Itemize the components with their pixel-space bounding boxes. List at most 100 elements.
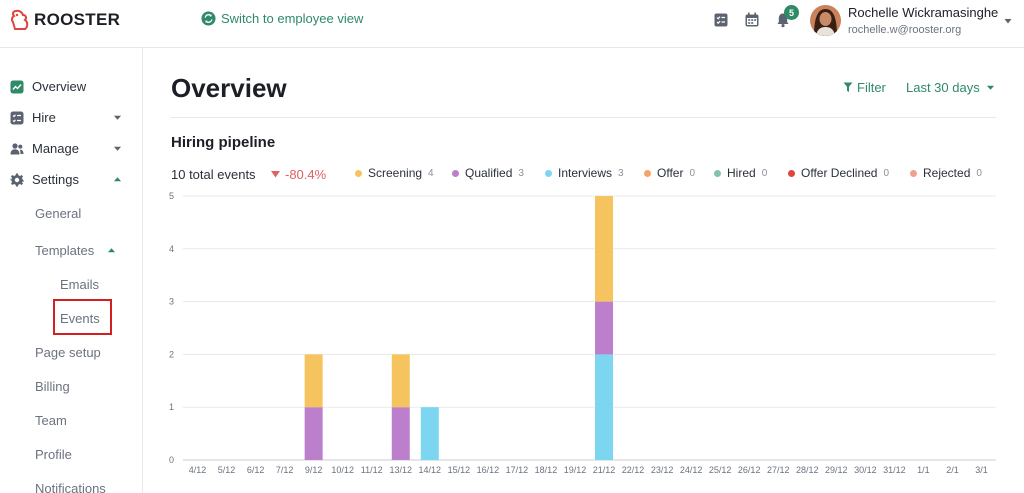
- legend-item-interviews[interactable]: Interviews 3: [545, 166, 624, 180]
- x-tick-label: 1/1: [917, 465, 930, 475]
- x-tick-label: 29/12: [825, 465, 848, 475]
- sidebar-item-billing[interactable]: Billing: [35, 379, 70, 394]
- legend-count: 0: [976, 167, 982, 179]
- hiring-pipeline-title: Hiring pipeline: [171, 134, 276, 151]
- legend-label: Interviews: [558, 166, 613, 180]
- legend-count: 0: [883, 167, 890, 179]
- chevron-up-icon: [113, 177, 122, 182]
- rooster-logo-icon: [10, 9, 29, 30]
- x-tick-label: 23/12: [651, 465, 674, 475]
- legend-item-hired[interactable]: Hired 0: [714, 166, 767, 180]
- sidebar-item-templates[interactable]: Templates: [35, 243, 95, 258]
- legend-dot: [910, 169, 917, 177]
- bar-screening: [391, 354, 410, 408]
- avatar[interactable]: [810, 5, 841, 36]
- legend-item-screening[interactable]: Screening 4: [355, 166, 434, 180]
- sidebar-item-team[interactable]: Team: [35, 413, 67, 428]
- x-tick-label: 22/12: [622, 465, 645, 475]
- bar-interviews: [420, 407, 439, 460]
- legend-count: 3: [518, 167, 524, 179]
- x-tick-label: 5/12: [218, 465, 236, 475]
- x-tick-label: 27/12: [767, 465, 790, 475]
- user-email: rochelle.w@rooster.org: [848, 24, 962, 36]
- total-events: 10 total events: [171, 167, 256, 182]
- date-range-dropdown[interactable]: Last 30 days: [906, 80, 995, 95]
- chevron-down-icon[interactable]: [1003, 16, 1013, 26]
- x-tick-label: 19/12: [564, 465, 587, 475]
- y-tick-label: 0: [169, 455, 174, 465]
- sidebar-item-manage[interactable]: Manage: [10, 141, 122, 156]
- y-tick-label: 5: [169, 191, 174, 201]
- legend-item-offer-declined[interactable]: Offer Declined 0: [788, 166, 889, 180]
- calendar-icon[interactable]: [744, 12, 760, 28]
- legend-dot: [452, 169, 459, 177]
- x-tick-label: 16/12: [477, 465, 500, 475]
- hire-icon: [10, 111, 24, 124]
- change-indicator: -80.4%: [271, 167, 326, 182]
- gear-icon: [10, 173, 24, 186]
- filter-button[interactable]: Filter: [843, 80, 886, 95]
- legend-count: 3: [618, 167, 624, 179]
- legend-label: Screening: [368, 166, 423, 180]
- sidebar-item-label: Hire: [32, 110, 56, 125]
- sidebar-item-settings[interactable]: Settings: [10, 172, 122, 187]
- x-tick-label: 21/12: [593, 465, 616, 475]
- legend-label: Offer Declined: [801, 166, 878, 180]
- y-tick-label: 1: [169, 402, 174, 412]
- legend-item-qualified[interactable]: Qualified 3: [452, 166, 524, 180]
- chevron-down-icon: [986, 85, 994, 90]
- sidebar-item-emails[interactable]: Emails: [60, 277, 100, 292]
- legend-count: 0: [689, 167, 696, 179]
- x-tick-label: 30/12: [854, 465, 877, 475]
- x-tick-label: 31/12: [883, 465, 906, 475]
- legend-dot: [545, 169, 552, 177]
- legend-dot: [355, 169, 362, 177]
- legend-count: 4: [428, 167, 434, 179]
- sidebar-item-profile[interactable]: Profile: [35, 447, 72, 462]
- sidebar-item-overview[interactable]: Overview: [10, 79, 122, 94]
- y-tick-label: 2: [169, 349, 174, 359]
- avatar-image-icon: [810, 5, 841, 36]
- brand[interactable]: ROOSTER: [10, 9, 120, 31]
- sidebar-item-events[interactable]: Events: [60, 311, 100, 326]
- x-tick-label: 6/12: [247, 465, 265, 475]
- sidebar-item-general[interactable]: General: [35, 206, 82, 221]
- sidebar-item-page-setup[interactable]: Page setup: [35, 345, 101, 360]
- top-bar: ROOSTER Switch to employee view 5 Roc: [0, 0, 1024, 48]
- x-tick-label: 18/12: [535, 465, 558, 475]
- chevron-up-icon[interactable]: [107, 246, 116, 255]
- switch-view-label: Switch to employee view: [221, 11, 364, 26]
- sidebar-item-notifications[interactable]: Notifications: [35, 481, 106, 493]
- x-tick-label: 11/12: [361, 465, 383, 475]
- sidebar-item-hire[interactable]: Hire: [10, 110, 122, 125]
- bar-qualified: [391, 407, 410, 460]
- x-tick-label: 4/12: [189, 465, 207, 475]
- page-title: Overview: [171, 73, 287, 103]
- legend-dot: [714, 169, 721, 177]
- legend-item-offer[interactable]: Offer 0: [644, 166, 695, 180]
- legend-count: 0: [761, 167, 768, 179]
- bar-screening: [304, 354, 323, 408]
- x-tick-label: 3/1: [975, 465, 988, 475]
- legend-item-rejected[interactable]: Rejected 0: [910, 166, 982, 180]
- x-tick-label: 13/12: [390, 465, 413, 475]
- x-tick-label: 14/12: [419, 465, 442, 475]
- bar-qualified: [304, 407, 323, 460]
- brand-name: ROOSTER: [34, 10, 121, 29]
- x-tick-label: 26/12: [738, 465, 761, 475]
- legend-label: Qualified: [465, 166, 513, 180]
- bar-interviews: [595, 354, 614, 460]
- divider: [171, 117, 996, 118]
- bar-qualified: [595, 301, 614, 355]
- legend-label: Hired: [727, 166, 756, 180]
- events-highlight-box: [53, 299, 112, 335]
- x-tick-label: 9/12: [305, 465, 323, 475]
- x-tick-label: 15/12: [448, 465, 471, 475]
- date-range-label: Last 30 days: [906, 80, 980, 95]
- filter-icon: [843, 82, 853, 92]
- x-tick-label: 7/12: [276, 465, 294, 475]
- switch-to-employee-view-link[interactable]: Switch to employee view: [201, 11, 363, 26]
- checklist-icon[interactable]: [713, 12, 729, 28]
- sidebar-item-label: Overview: [32, 79, 87, 94]
